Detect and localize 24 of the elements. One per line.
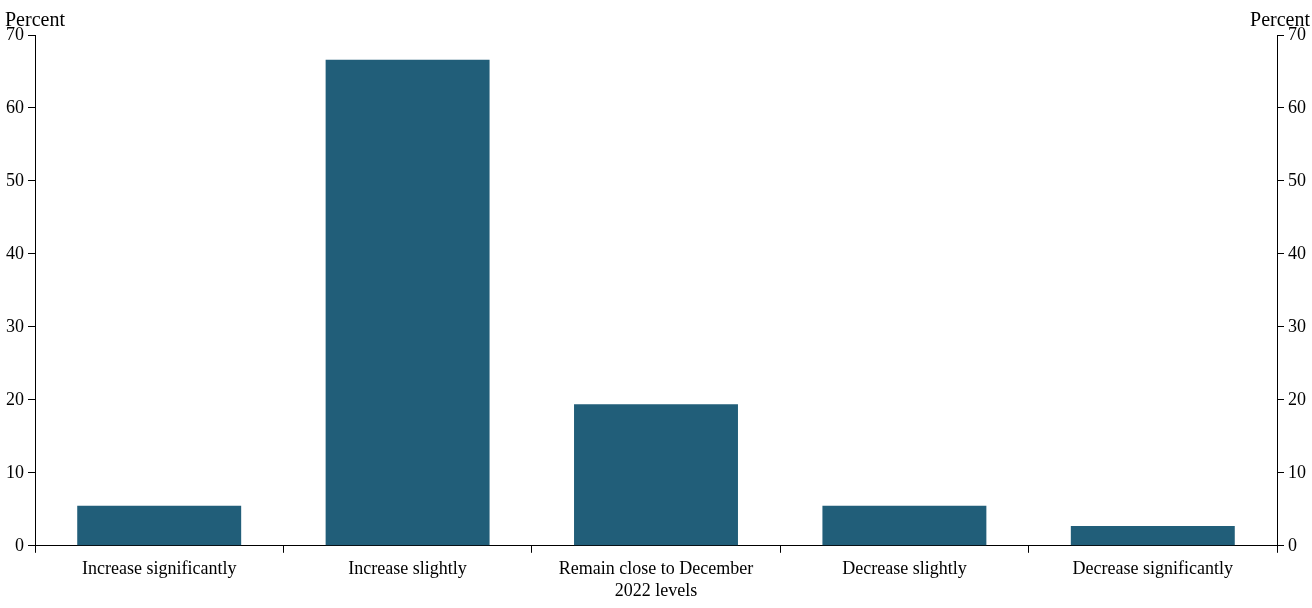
y2-tick-label: 10 xyxy=(1288,461,1306,482)
x-tick-label: Increase significantly xyxy=(81,558,237,579)
y-tick-label: 0 xyxy=(15,534,24,555)
bar xyxy=(822,505,987,546)
bar xyxy=(77,505,242,546)
y2-tick-label: 30 xyxy=(1288,315,1306,336)
bar xyxy=(1070,526,1235,546)
y-tick-label: 60 xyxy=(6,96,24,117)
x-tick-label: Decrease significantly xyxy=(1072,558,1234,579)
y2-tick-label: 60 xyxy=(1288,96,1306,117)
y-tick-label: 20 xyxy=(6,388,24,409)
y-tick-label: 30 xyxy=(6,315,24,336)
y-tick-label: 10 xyxy=(6,461,24,482)
y2-tick-label: 20 xyxy=(1288,388,1306,409)
y2-tick-label: 0 xyxy=(1288,534,1297,555)
y-tick-label: 50 xyxy=(6,169,24,190)
x-tick-label: Increase slightly xyxy=(348,558,467,579)
y2-tick-label: 50 xyxy=(1288,169,1306,190)
x-tick-label: Remain close to December 2022 levels xyxy=(558,558,754,600)
bar xyxy=(574,404,738,546)
x-tick-label: Decrease slightly xyxy=(842,558,967,579)
y2-tick-label: 40 xyxy=(1288,242,1306,263)
bar xyxy=(325,59,490,546)
y-tick-label: 40 xyxy=(6,242,24,263)
